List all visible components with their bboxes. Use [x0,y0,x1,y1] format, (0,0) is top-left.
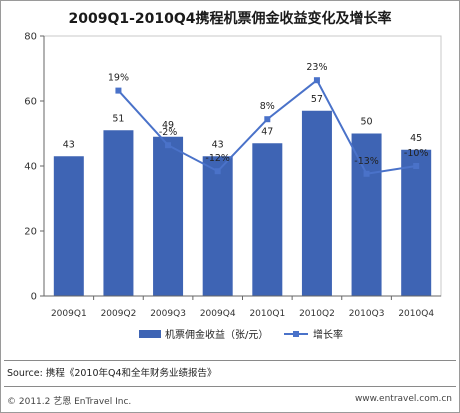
growth-value-label: 23% [306,62,327,73]
growth-marker [264,116,271,123]
bar [153,136,184,296]
y-tick-label: 0 [31,292,37,303]
growth-marker [165,142,172,149]
bar [202,156,233,296]
y-tick-label: 60 [24,97,37,108]
bar [301,110,332,296]
legend-bar-label: 机票佣金收益（张/元） [165,328,268,341]
divider-bottom [4,386,456,387]
growth-marker [214,168,221,175]
source-note: Source: 携程《2010年Q4和全年财务业绩报告》 [7,368,217,379]
bar-value-label: 57 [311,94,323,105]
x-tick-label: 2009Q3 [150,309,186,319]
divider-top [4,360,456,361]
bar-value-label: 43 [63,139,75,150]
bar [351,133,382,296]
y-tick-label: 20 [24,227,37,238]
x-tick-label: 2009Q4 [200,309,236,319]
growth-marker [413,163,420,169]
bar-value-label: 45 [410,133,422,144]
x-tick-label: 2010Q2 [299,309,335,319]
growth-value-label: -13% [354,156,379,167]
chart-title: 2009Q1-2010Q4携程机票佣金收益变化及增长率 [68,11,392,27]
bar-value-label: 47 [261,126,273,137]
x-tick-label: 2009Q1 [51,309,87,319]
legend-line-label: 增长率 [313,328,343,341]
bar [252,143,283,296]
legend-bar-swatch [139,330,161,338]
bar [401,149,432,296]
bar-value-label: 49 [162,120,174,131]
growth-value-label: -12% [205,153,230,164]
growth-value-label: 8% [260,101,275,112]
y-tick-label: 40 [24,162,37,173]
y-tick-label: 80 [24,32,37,43]
x-tick-label: 2010Q4 [398,309,434,319]
growth-marker [363,170,370,177]
bar [103,130,134,296]
growth-marker [313,77,320,84]
website-link[interactable]: www.entravel.com.cn [354,394,452,404]
bar [53,156,84,296]
x-tick-label: 2010Q3 [349,309,385,319]
bar-value-label: 51 [112,113,124,124]
growth-value-label: -10% [404,148,429,159]
legend-line-marker [293,331,299,337]
growth-value-label: 19% [108,73,129,84]
x-tick-label: 2010Q1 [249,309,285,319]
bar-value-label: 50 [361,117,373,128]
copyright-text: © 2011.2 艺恩 EnTravel Inc. [7,397,132,407]
growth-value-label: -2% [159,127,178,138]
growth-marker [115,87,122,94]
bar-value-label: 43 [212,139,224,150]
x-tick-label: 2009Q2 [101,309,137,319]
